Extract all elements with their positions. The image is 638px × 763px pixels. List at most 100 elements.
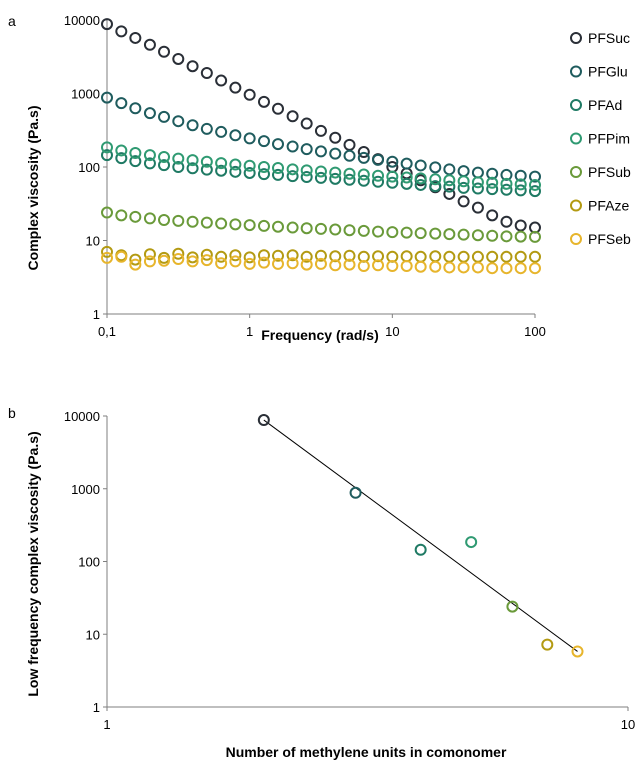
data-point-pfglu (314, 145, 327, 158)
data-point-pfglu (272, 138, 285, 151)
data-point-pfsuc (286, 110, 299, 123)
data-point-pfseb (400, 259, 413, 272)
data-point-pfsuc (186, 60, 199, 73)
data-point-pfpim (471, 176, 484, 189)
legend-marker-pfsuc (570, 32, 582, 44)
data-point-pfpim (457, 175, 470, 188)
data-point-pfglu (215, 125, 228, 138)
data-point-pfsuc (243, 88, 256, 101)
data-point-pfaze (514, 250, 527, 263)
data-point-pfad (300, 171, 313, 184)
data-point-pfad (443, 180, 456, 193)
legend-label-pfsub: PFSub (588, 164, 631, 180)
data-point-pfseb (571, 645, 584, 658)
data-point-pfglu (300, 143, 313, 156)
data-point-pfseb (129, 258, 142, 271)
data-point-pfsuc (300, 117, 313, 130)
data-point-pfad (172, 161, 185, 173)
data-point-pfsub (300, 222, 313, 235)
data-point-pfaze (343, 249, 356, 262)
data-point-pfsub (215, 217, 228, 230)
data-point-pfad (314, 171, 327, 184)
data-point-pfad (414, 543, 427, 556)
data-point-pfad (286, 170, 299, 183)
data-point-pfad (257, 168, 270, 181)
data-point-pfad (514, 184, 527, 197)
data-point-pfad (486, 183, 499, 196)
panel-b-y-tick-label: 1 (93, 700, 100, 715)
data-point-pfad (243, 166, 256, 179)
data-point-pfsub (186, 215, 199, 228)
data-point-pfpim (129, 147, 142, 160)
series-pfglu (101, 91, 541, 183)
data-point-pfsuc (443, 187, 456, 200)
data-point-pfad (101, 149, 113, 162)
data-point-pfpim (186, 154, 199, 167)
data-point-pfseb (186, 255, 199, 268)
data-point-pfpim (465, 536, 478, 549)
data-point-pfaze (541, 638, 554, 651)
data-point-pfad (200, 163, 213, 176)
data-point-pfseb (529, 262, 541, 275)
data-point-pfpim (158, 150, 171, 163)
data-point-pfsub (343, 224, 356, 237)
data-point-pfseb (243, 257, 256, 270)
panel-b-x-tick-label: 1 (103, 717, 110, 732)
data-point-pfseb (514, 262, 527, 275)
data-point-pfsub (286, 221, 299, 234)
panel-b-axes (106, 416, 628, 708)
legend-label-pfglu: PFGlu (588, 64, 628, 80)
data-point-pfseb (101, 251, 113, 264)
data-point-pfsuc (500, 215, 513, 228)
data-point-pfsuc (272, 102, 285, 115)
data-point-pfaze (443, 250, 456, 263)
data-point-pfad (372, 175, 385, 188)
data-point-pfsuc (101, 18, 113, 31)
data-point-pfsub (200, 216, 213, 229)
panel-a-x-tick-label: 0,1 (98, 324, 116, 339)
data-point-pfaze (414, 250, 427, 263)
legend-item-pfglu: PFGlu (570, 64, 628, 80)
data-point-pfad (115, 152, 128, 165)
data-point-pfglu (229, 129, 242, 142)
data-point-pfglu (243, 132, 256, 145)
data-point-pfpim (343, 167, 356, 180)
data-point-pfpim (172, 152, 185, 165)
legend-marker-pfpim (570, 132, 582, 145)
panel-a-y-tick-label: 1000 (71, 87, 100, 102)
panel-b-letter: b (8, 405, 16, 421)
data-point-pfad (143, 157, 156, 170)
data-point-pfaze (400, 250, 413, 263)
data-point-pfpim (443, 174, 456, 187)
data-point-pfpim (400, 171, 413, 184)
data-point-pfpim (272, 161, 285, 174)
data-point-pfsub (429, 227, 442, 240)
data-point-pfpim (115, 144, 128, 157)
data-point-pfsub (329, 223, 342, 236)
data-point-pfaze (314, 249, 327, 262)
data-point-pfsub (386, 226, 399, 239)
panel-a-y-axis-title: Complex viscosity (Pa.s) (25, 106, 41, 271)
data-point-pfseb (500, 262, 513, 275)
data-point-pfglu (186, 119, 199, 132)
data-point-pfpim (529, 178, 541, 191)
data-point-pfseb (172, 253, 185, 266)
panel-a-chart: a 0,1 1 10 100 1 10 100 1000 10000 PFSuc PFGlu PFA… (8, 13, 631, 343)
data-point-pfglu (500, 168, 513, 181)
data-point-pfseb (200, 254, 213, 267)
data-point-pfseb (115, 250, 128, 263)
series-pfaze (101, 245, 541, 266)
series-pfpim (101, 141, 541, 191)
legend-item-pfseb: PFSeb (570, 231, 631, 247)
data-point-pfglu (471, 166, 484, 179)
data-point-pfseb (329, 259, 342, 272)
data-point-pfpim (514, 178, 527, 191)
data-point-pfglu (349, 486, 362, 499)
panel-b-y-tick-label: 10 (86, 627, 100, 642)
data-point-pfsub (414, 227, 427, 240)
data-point-pfsub (457, 228, 470, 241)
data-point-pfglu (172, 115, 185, 128)
panel-b-y-tick-label: 1000 (71, 482, 100, 497)
data-point-pfad (329, 172, 342, 185)
data-point-pfsub (172, 214, 185, 227)
